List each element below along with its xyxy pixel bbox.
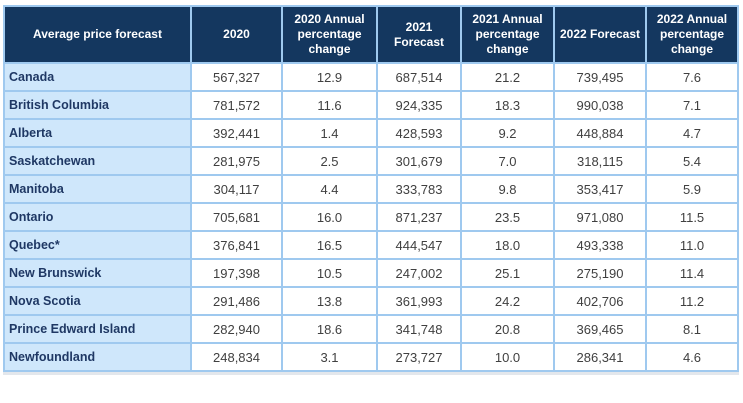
value-2021-change: 18.3 [460, 90, 555, 120]
value-2022-forecast: 493,338 [553, 230, 647, 260]
value-2022-forecast: 990,038 [553, 90, 647, 120]
value-2022-change: 7.6 [645, 62, 739, 92]
value-2021-forecast: 247,002 [376, 258, 462, 288]
value-2020-change: 13.8 [281, 286, 378, 316]
value-2020: 781,572 [190, 90, 283, 120]
value-2021-change: 9.2 [460, 118, 555, 148]
value-2021-change: 9.8 [460, 174, 555, 204]
region-cell: Manitoba [3, 174, 192, 204]
region-cell: New Brunswick [3, 258, 192, 288]
value-2020-change: 2.5 [281, 146, 378, 176]
value-2022-change: 4.6 [645, 342, 739, 372]
value-2022-change: 7.1 [645, 90, 739, 120]
region-cell: Newfoundland [3, 342, 192, 372]
value-2022-change: 11.5 [645, 202, 739, 232]
value-2021-change: 24.2 [460, 286, 555, 316]
value-2022-change: 4.7 [645, 118, 739, 148]
value-2022-change: 11.2 [645, 286, 739, 316]
value-2020-change: 16.0 [281, 202, 378, 232]
column-header-2022-forecast: 2022 Forecast [553, 5, 647, 64]
value-2022-forecast: 971,080 [553, 202, 647, 232]
value-2021-forecast: 333,783 [376, 174, 462, 204]
value-2021-change: 10.0 [460, 342, 555, 372]
column-header-2022-change: 2022 Annual percentage change [645, 5, 739, 64]
value-2020: 705,681 [190, 202, 283, 232]
value-2020-change: 11.6 [281, 90, 378, 120]
value-2020: 281,975 [190, 146, 283, 176]
value-2020: 304,117 [190, 174, 283, 204]
value-2022-forecast: 739,495 [553, 62, 647, 92]
value-2021-forecast: 924,335 [376, 90, 462, 120]
value-2021-forecast: 341,748 [376, 314, 462, 344]
value-2020: 291,486 [190, 286, 283, 316]
value-2020: 392,441 [190, 118, 283, 148]
value-2021-forecast: 301,679 [376, 146, 462, 176]
value-2022-change: 8.1 [645, 314, 739, 344]
value-2020-change: 1.4 [281, 118, 378, 148]
column-header-region: Average price forecast [3, 5, 192, 64]
region-cell: Saskatchewan [3, 146, 192, 176]
value-2022-forecast: 286,341 [553, 342, 647, 372]
table-row-newfoundland: Newfoundland 248,834 3.1 273,727 10.0 28… [3, 342, 739, 372]
column-header-2020: 2020 [190, 5, 283, 64]
value-2021-change: 18.0 [460, 230, 555, 260]
table-row-prince-edward-island: Prince Edward Island 282,940 18.6 341,74… [3, 314, 739, 344]
value-2020: 376,841 [190, 230, 283, 260]
value-2021-change: 7.0 [460, 146, 555, 176]
value-2022-forecast: 448,884 [553, 118, 647, 148]
value-2020-change: 12.9 [281, 62, 378, 92]
value-2020-change: 3.1 [281, 342, 378, 372]
value-2020-change: 16.5 [281, 230, 378, 260]
value-2022-forecast: 402,706 [553, 286, 647, 316]
value-2020-change: 10.5 [281, 258, 378, 288]
region-cell: Ontario [3, 202, 192, 232]
region-cell: Quebec* [3, 230, 192, 260]
column-header-2021-forecast: 2021 Forecast [376, 5, 462, 64]
column-header-2021-change: 2021 Annual percentage change [460, 5, 555, 64]
table-row-ontario: Ontario 705,681 16.0 871,237 23.5 971,08… [3, 202, 739, 232]
value-2022-change: 11.0 [645, 230, 739, 260]
value-2022-change: 5.9 [645, 174, 739, 204]
value-2021-forecast: 273,727 [376, 342, 462, 372]
region-cell: Prince Edward Island [3, 314, 192, 344]
value-2020: 282,940 [190, 314, 283, 344]
value-2020-change: 4.4 [281, 174, 378, 204]
table-row-manitoba: Manitoba 304,117 4.4 333,783 9.8 353,417… [3, 174, 739, 204]
value-2022-forecast: 318,115 [553, 146, 647, 176]
region-cell: Alberta [3, 118, 192, 148]
table-row-canada: Canada 567,327 12.9 687,514 21.2 739,495… [3, 62, 739, 92]
table-row-british-columbia: British Columbia 781,572 11.6 924,335 18… [3, 90, 739, 120]
column-header-2020-change: 2020 Annual percentage change [281, 5, 378, 64]
value-2022-change: 5.4 [645, 146, 739, 176]
region-cell: Canada [3, 62, 192, 92]
table-row-nova-scotia: Nova Scotia 291,486 13.8 361,993 24.2 40… [3, 286, 739, 316]
value-2020-change: 18.6 [281, 314, 378, 344]
value-2021-change: 23.5 [460, 202, 555, 232]
table-row-new-brunswick: New Brunswick 197,398 10.5 247,002 25.1 … [3, 258, 739, 288]
value-2021-change: 21.2 [460, 62, 555, 92]
value-2022-forecast: 369,465 [553, 314, 647, 344]
region-cell: British Columbia [3, 90, 192, 120]
value-2022-forecast: 353,417 [553, 174, 647, 204]
value-2021-forecast: 361,993 [376, 286, 462, 316]
value-2021-change: 25.1 [460, 258, 555, 288]
value-2020: 248,834 [190, 342, 283, 372]
value-2021-forecast: 687,514 [376, 62, 462, 92]
table-row-quebec: Quebec* 376,841 16.5 444,547 18.0 493,33… [3, 230, 739, 260]
value-2022-change: 11.4 [645, 258, 739, 288]
table-row-saskatchewan: Saskatchewan 281,975 2.5 301,679 7.0 318… [3, 146, 739, 176]
value-2021-forecast: 871,237 [376, 202, 462, 232]
value-2021-change: 20.8 [460, 314, 555, 344]
value-2020: 197,398 [190, 258, 283, 288]
price-forecast-table: Average price forecast 2020 2020 Annual … [3, 5, 739, 372]
table-row-alberta: Alberta 392,441 1.4 428,593 9.2 448,884 … [3, 118, 739, 148]
value-2020: 567,327 [190, 62, 283, 92]
value-2021-forecast: 428,593 [376, 118, 462, 148]
table-header-row: Average price forecast 2020 2020 Annual … [3, 5, 739, 64]
value-2022-forecast: 275,190 [553, 258, 647, 288]
region-cell: Nova Scotia [3, 286, 192, 316]
value-2021-forecast: 444,547 [376, 230, 462, 260]
